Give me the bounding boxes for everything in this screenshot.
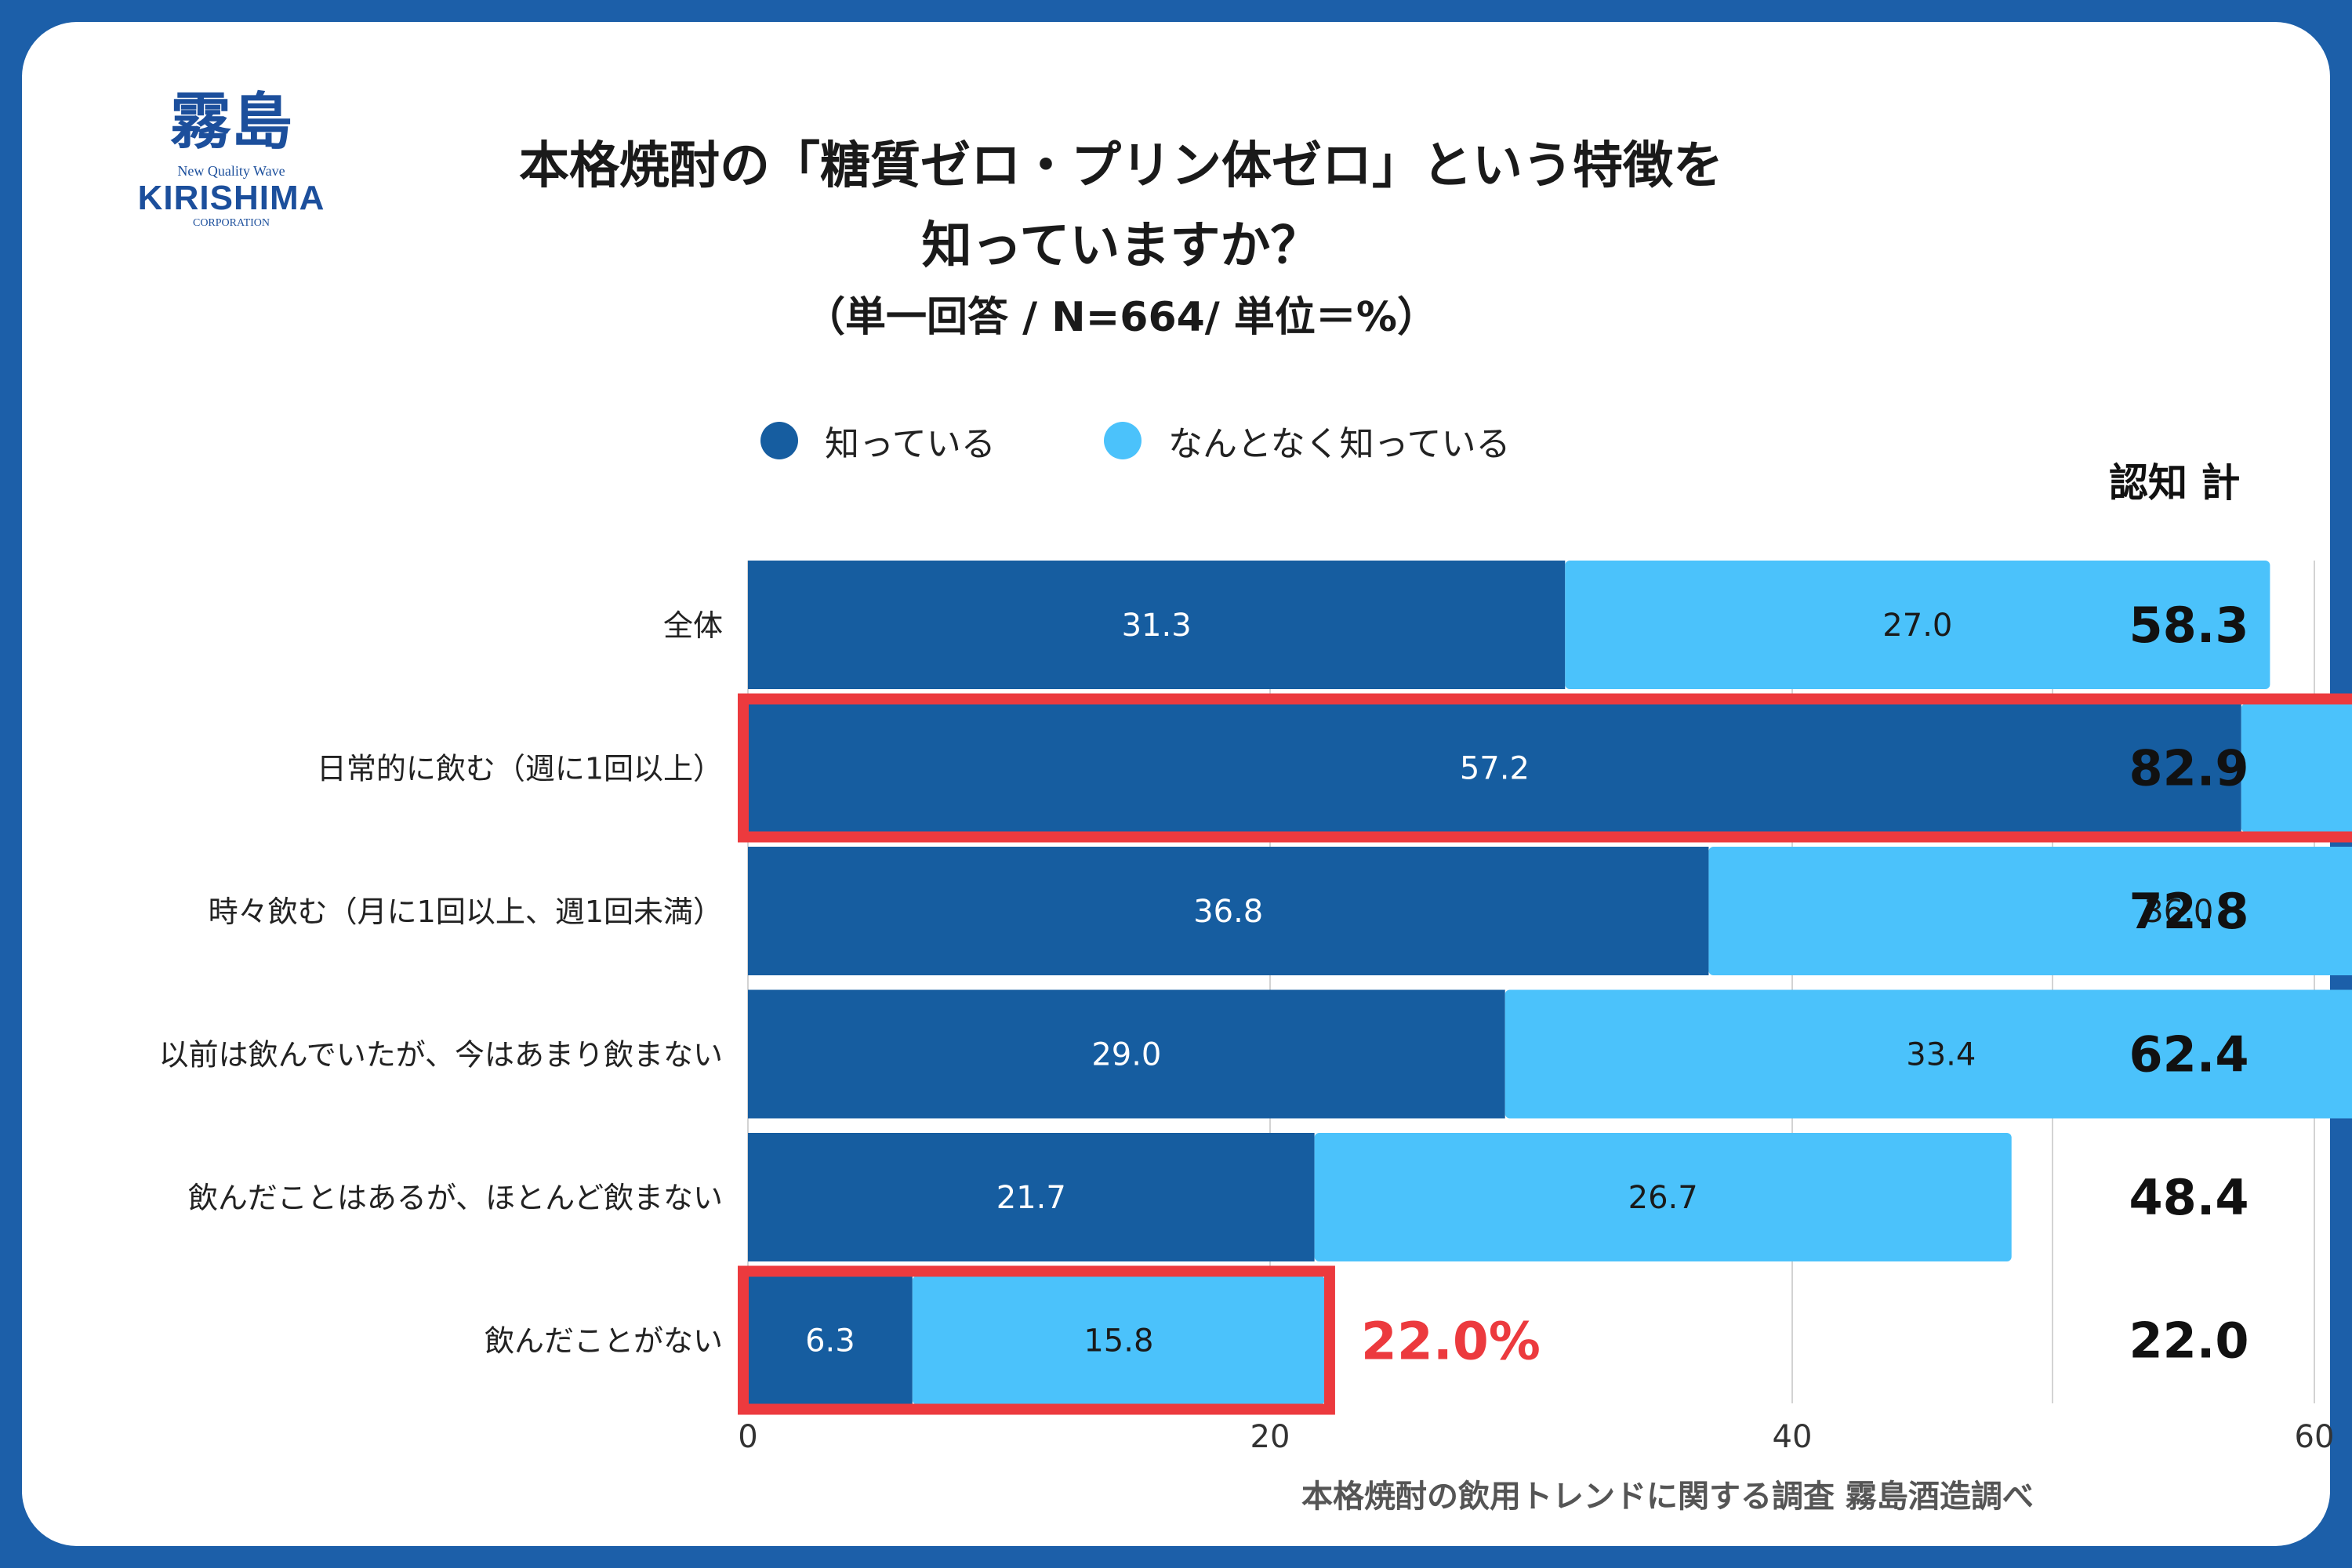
logo-tagline: New Quality Wave — [177, 163, 285, 179]
category-label: 飲んだことはあるが、ほとんど飲まない — [188, 1181, 723, 1215]
bar-know — [748, 847, 1709, 975]
category-label: 飲んだことがない — [485, 1324, 723, 1359]
bar-know — [748, 989, 1505, 1119]
bar-somewhat — [1504, 989, 2352, 1119]
bar-know — [748, 703, 2241, 833]
bar-somewhat — [1314, 1133, 2012, 1261]
legend-know-swatch — [760, 422, 798, 459]
data-label-know: 57.2 — [1460, 751, 1530, 787]
data-label-know: 31.3 — [1122, 608, 1192, 644]
source-note: 本格焼酎の飲用トレンドに関する調査 霧島酒造調べ — [1301, 1479, 2034, 1515]
highlight-total-label: 22.0% — [1361, 1312, 1541, 1372]
logo-kanji: 霧島 — [169, 86, 292, 158]
x-tick-label-40: 40 — [1773, 1419, 1813, 1455]
data-label-know: 21.7 — [996, 1180, 1066, 1216]
logo-brand: KIRISHIMA — [137, 179, 325, 217]
total-value: 72.8 — [2129, 883, 2249, 940]
data-label-somewhat: 26.7 — [1628, 1180, 1698, 1216]
bar-somewhat — [912, 1276, 1325, 1405]
data-label-know: 36.8 — [1193, 894, 1263, 930]
total-value: 62.4 — [2129, 1026, 2249, 1083]
category-label: 全体 — [663, 608, 723, 643]
chart-title-line2: 知っていますか？ — [921, 217, 1321, 275]
total-value: 82.9 — [2129, 740, 2249, 797]
total-value: 48.4 — [2129, 1169, 2249, 1226]
data-label-know: 29.0 — [1091, 1037, 1161, 1073]
data-label-somewhat: 27.0 — [1882, 608, 1952, 644]
data-label-know: 6.3 — [805, 1323, 855, 1359]
x-tick-label-20: 20 — [1250, 1419, 1290, 1455]
legend-know-label: 知っている — [825, 424, 996, 464]
x-tick-label-60: 60 — [2295, 1419, 2335, 1455]
bar-know — [748, 1133, 1315, 1261]
bar-somewhat — [2241, 703, 2352, 833]
bar-know — [748, 1276, 913, 1405]
highlight-box — [738, 693, 2352, 843]
data-label-somewhat: 36.0 — [2143, 894, 2213, 930]
category-label: 時々飲む（月に1回以上、週1回未満） — [209, 895, 723, 929]
bar-somewhat — [1708, 847, 2352, 975]
total-value: 58.3 — [2129, 597, 2249, 654]
totals-header: 認知 計 — [2109, 460, 2241, 506]
total-value: 22.0 — [2129, 1312, 2249, 1370]
legend-somewhat: なんとなく知っている — [1104, 416, 1510, 466]
x-tick-label-0: 0 — [738, 1419, 757, 1455]
legend-know: 知っている — [760, 416, 996, 466]
highlight-box — [738, 1265, 1335, 1415]
legend-somewhat-label: なんとなく知っている — [1168, 424, 1511, 464]
bar-know — [748, 561, 1566, 689]
logo-corp: CORPORATION — [192, 217, 270, 229]
category-label: 以前は飲んでいたが、今はあまり飲まない — [159, 1038, 723, 1073]
legend-somewhat-swatch — [1104, 422, 1142, 459]
bar-somewhat — [1565, 561, 2270, 689]
chart-subtitle: （単一回答 / N=664/ 単位＝%） — [804, 294, 1439, 341]
kirishima-logo: 霧島 New Quality Wave KIRISHIMA CORPORATIO… — [133, 86, 329, 230]
data-label-somewhat: 15.8 — [1083, 1323, 1153, 1359]
category-label: 日常的に飲む（週に1回以上） — [317, 752, 723, 786]
chart-title-line1: 本格焼酎の「糖質ゼロ・プリン体ゼロ」という特徴を — [519, 137, 1723, 195]
data-label-somewhat: 33.4 — [1906, 1037, 1976, 1073]
